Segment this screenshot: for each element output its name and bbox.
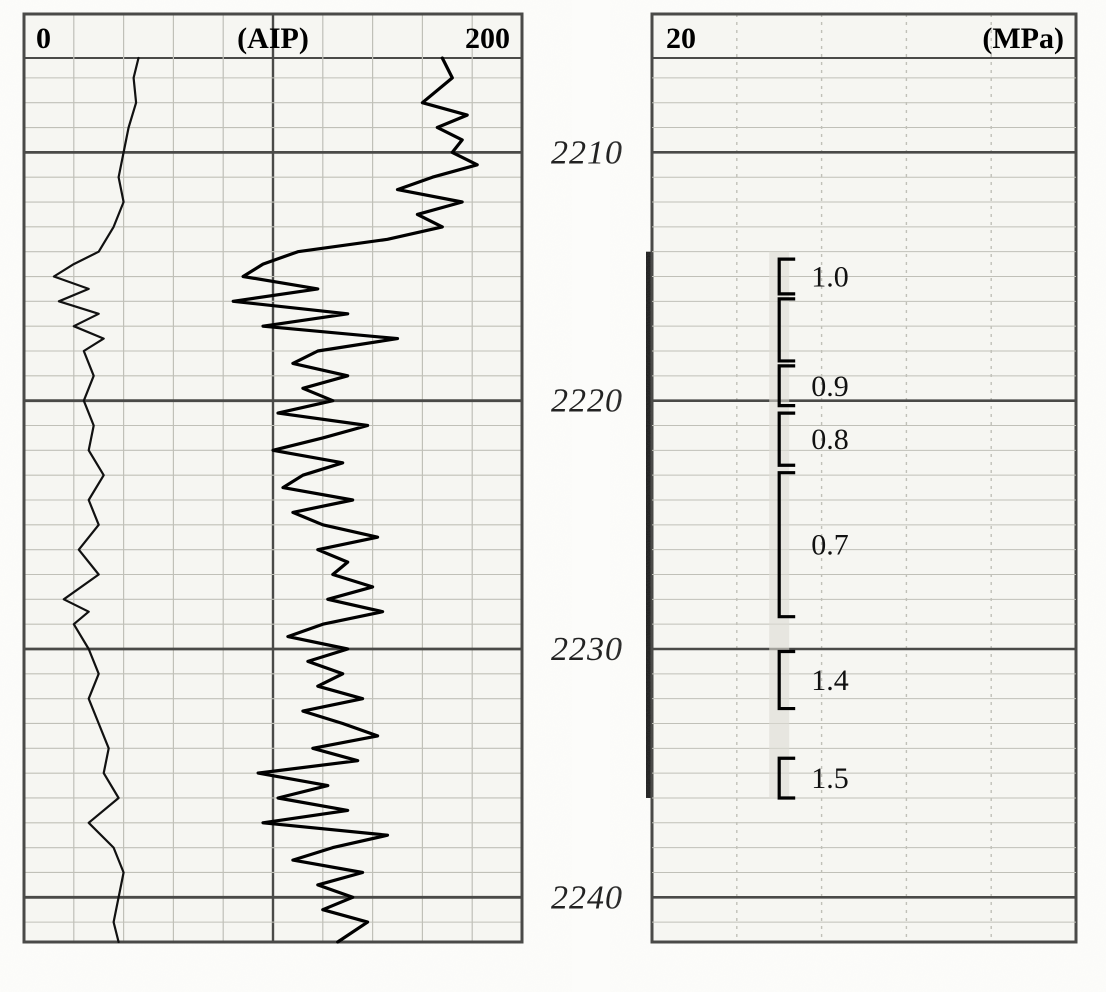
segment-value: 1.0 bbox=[811, 261, 849, 294]
segment-value: 0.9 bbox=[811, 370, 849, 403]
segment-value: 1.4 bbox=[811, 664, 849, 697]
log-svg: 2210222022302240 5678910 1.00.90.80.71.4… bbox=[0, 0, 1106, 992]
left-track-title: (AIP) bbox=[237, 22, 309, 55]
depth-tick-label: 2240 bbox=[551, 879, 623, 916]
well-log-figure: 2210222022302240 5678910 1.00.90.80.71.4… bbox=[0, 0, 1106, 992]
depth-tick-label: 2220 bbox=[551, 383, 623, 420]
right-track: 1.0 0.9 0.8 0.7 1.4 1.5 bbox=[652, 14, 1076, 942]
left-track bbox=[24, 14, 522, 942]
right-track-unit-label: (MPa) bbox=[982, 22, 1064, 55]
segment-value: 0.7 bbox=[811, 529, 849, 562]
right-track-min-label: 20 bbox=[666, 22, 696, 55]
segment-value: 0.8 bbox=[811, 423, 849, 456]
left-track-min-label: 0 bbox=[36, 22, 51, 55]
depth-tick-label: 2210 bbox=[551, 134, 623, 171]
left-track-max-label: 200 bbox=[465, 22, 510, 55]
depth-tick-label: 2230 bbox=[551, 631, 623, 668]
segment-value: 1.5 bbox=[811, 762, 849, 795]
